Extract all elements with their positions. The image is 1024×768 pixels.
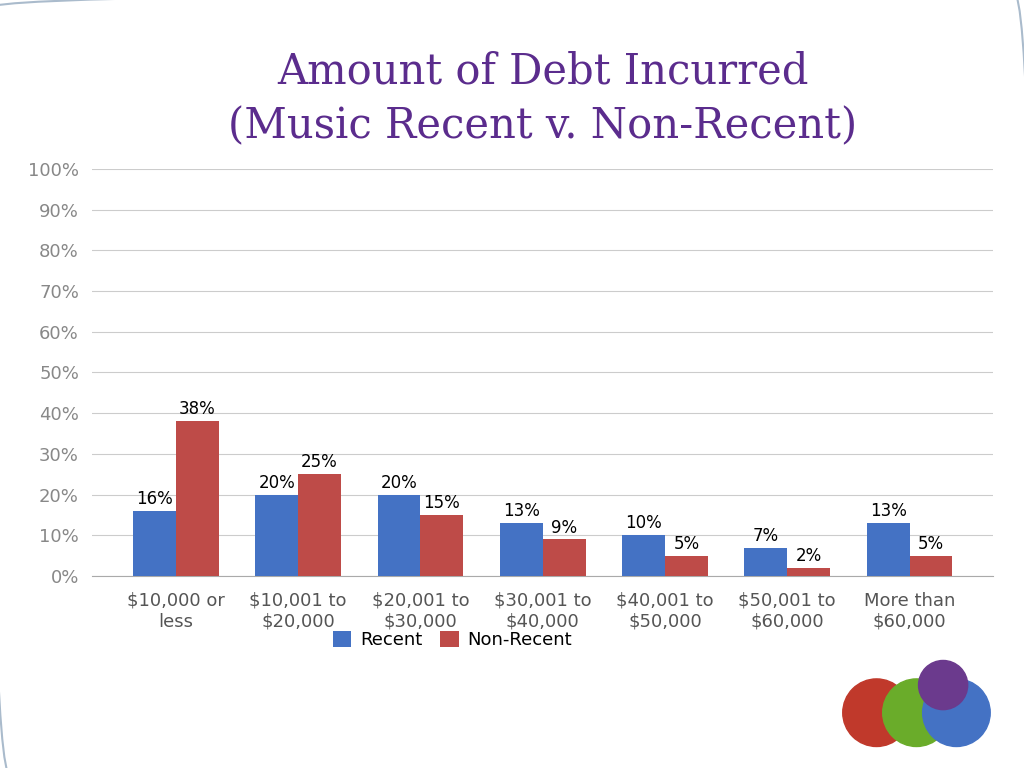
Bar: [176, 422, 219, 576]
Bar: [909, 556, 952, 576]
Text: 9%: 9%: [551, 518, 578, 537]
Text: 2%: 2%: [796, 547, 822, 565]
Bar: [133, 511, 176, 576]
Bar: [744, 548, 787, 576]
Text: 10%: 10%: [626, 515, 662, 532]
Bar: [866, 523, 909, 576]
Legend: Recent, Non-Recent: Recent, Non-Recent: [326, 624, 580, 657]
Bar: [787, 568, 830, 576]
Bar: [665, 556, 708, 576]
Text: 13%: 13%: [869, 502, 906, 520]
Bar: [500, 523, 543, 576]
Bar: [623, 535, 665, 576]
Bar: [298, 475, 341, 576]
Text: 7%: 7%: [753, 527, 779, 545]
Text: 5%: 5%: [918, 535, 944, 553]
Text: 38%: 38%: [179, 400, 216, 419]
Text: 25%: 25%: [301, 453, 338, 472]
Text: 20%: 20%: [381, 474, 418, 492]
Bar: [378, 495, 421, 576]
Bar: [421, 515, 463, 576]
Text: 13%: 13%: [503, 502, 540, 520]
Text: 5%: 5%: [674, 535, 699, 553]
Bar: [543, 539, 586, 576]
Bar: [255, 495, 298, 576]
Text: 16%: 16%: [136, 490, 173, 508]
Title: Amount of Debt Incurred
(Music Recent v. Non-Recent): Amount of Debt Incurred (Music Recent v.…: [228, 50, 857, 147]
Text: 15%: 15%: [424, 494, 460, 512]
Text: 20%: 20%: [258, 474, 295, 492]
